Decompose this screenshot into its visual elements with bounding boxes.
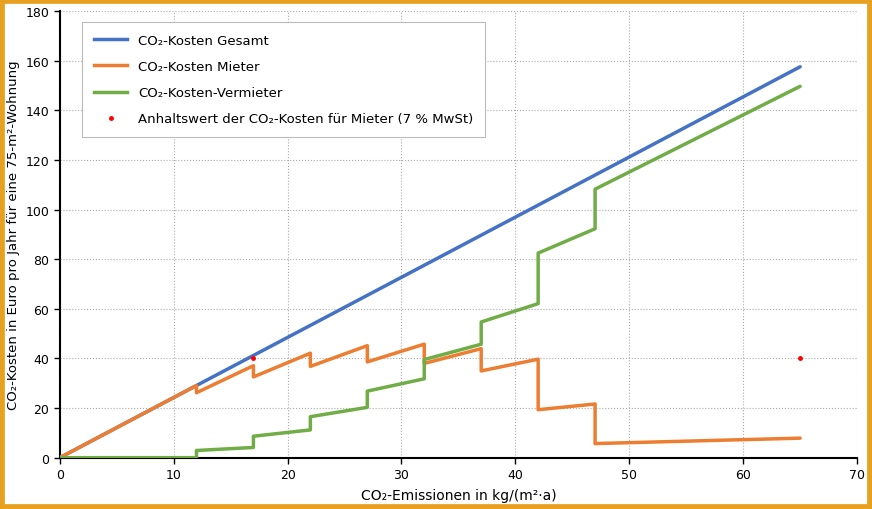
- Y-axis label: CO₂-Kosten in Euro pro Jahr für eine 75-m²-Wohnung: CO₂-Kosten in Euro pro Jahr für eine 75-…: [7, 61, 20, 409]
- Legend: CO₂-Kosten Gesamt, CO₂-Kosten Mieter, CO₂-Kosten-Vermieter, Anhaltswert der CO₂-: CO₂-Kosten Gesamt, CO₂-Kosten Mieter, CO…: [82, 23, 485, 138]
- X-axis label: CO₂-Emissionen in kg/(m²·a): CO₂-Emissionen in kg/(m²·a): [361, 488, 556, 502]
